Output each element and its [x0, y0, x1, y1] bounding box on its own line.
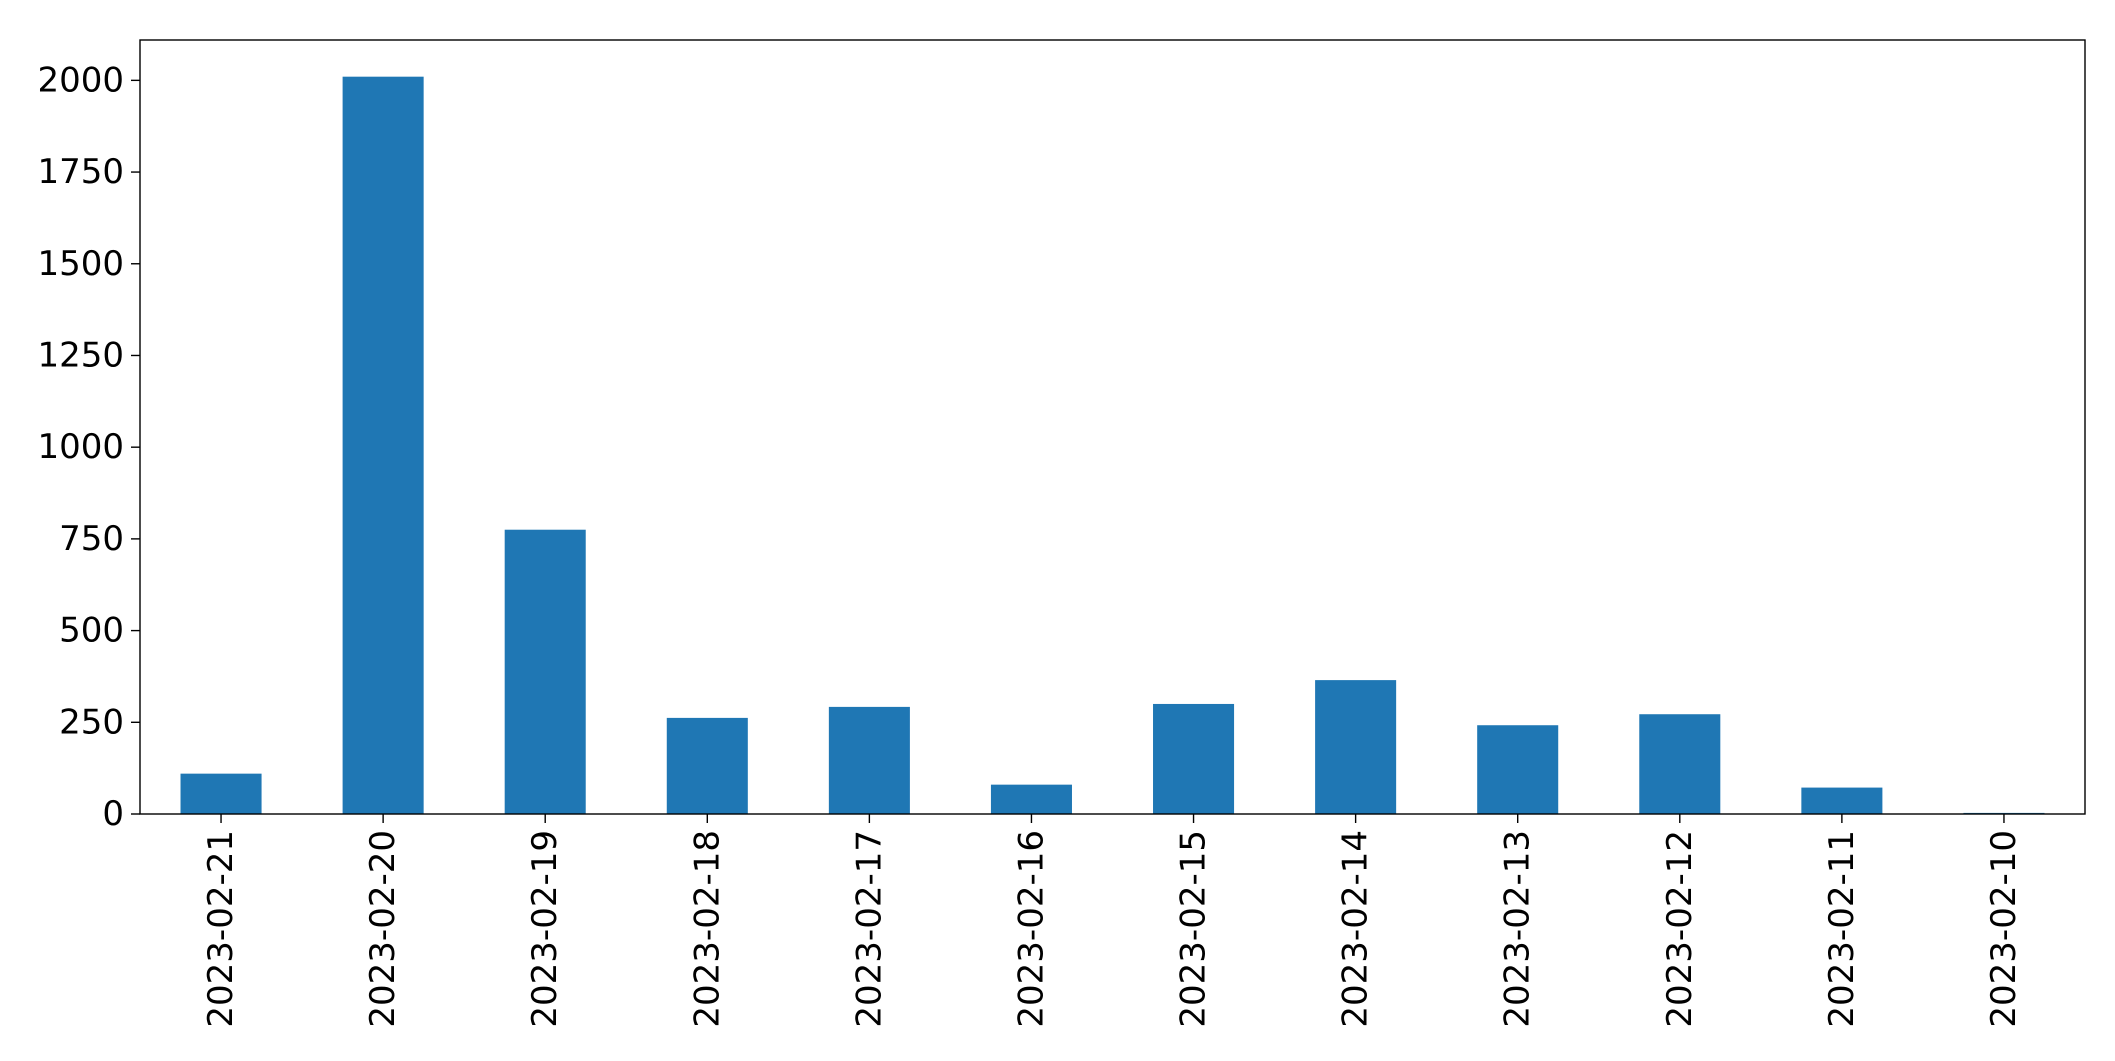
bar-2023-02-18 — [666, 717, 748, 814]
x-axis: 2023-02-21 2023-02-20 2023-02-19 2023-02-18… — [201, 814, 2024, 1028]
x-tick-label: 2023-02-14 — [1336, 830, 1376, 1028]
plot-frame — [139, 39, 2086, 815]
bar-2023-02-17 — [828, 706, 910, 814]
y-tick-label: 2000 — [37, 60, 124, 100]
x-tick-label: 2023-02-19 — [525, 830, 565, 1028]
x-tick-label: 2023-02-15 — [1174, 830, 1214, 1028]
y-tick-label: 500 — [59, 611, 124, 651]
y-tick-label: 1250 — [37, 335, 124, 375]
bar-2023-02-14 — [1315, 680, 1397, 814]
x-tick-label: 2023-02-10 — [1984, 830, 2024, 1028]
y-axis: 0 250 500 750 1000 1250 1500 1750 2000 — [37, 60, 140, 834]
y-tick-label: 250 — [59, 702, 124, 742]
x-tick-label: 2023-02-20 — [363, 830, 403, 1028]
x-tick-label: 2023-02-12 — [1660, 830, 1700, 1028]
x-tick-label: 2023-02-13 — [1498, 830, 1538, 1028]
y-tick-label: 1000 — [37, 427, 124, 467]
bar-2023-02-20 — [342, 76, 424, 814]
bar-2023-02-13 — [1477, 725, 1559, 814]
x-tick-label: 2023-02-16 — [1011, 830, 1051, 1028]
bar-2023-02-12 — [1639, 714, 1721, 814]
bar-2023-02-21 — [180, 773, 262, 814]
bar-2023-02-15 — [1153, 703, 1235, 814]
x-tick-label: 2023-02-17 — [849, 830, 889, 1028]
y-tick-label: 1500 — [37, 244, 124, 284]
y-tick-label: 1750 — [37, 152, 124, 192]
bar-2023-02-19 — [504, 529, 586, 814]
bar-2023-02-11 — [1801, 787, 1883, 814]
bar-2023-02-16 — [990, 784, 1072, 814]
x-tick-label: 2023-02-21 — [201, 830, 241, 1028]
bars-group — [180, 76, 2045, 814]
x-tick-label: 2023-02-11 — [1822, 830, 1862, 1028]
y-tick-label: 750 — [59, 519, 124, 559]
y-tick-label: 0 — [102, 794, 124, 834]
x-tick-label: 2023-02-18 — [687, 830, 727, 1028]
